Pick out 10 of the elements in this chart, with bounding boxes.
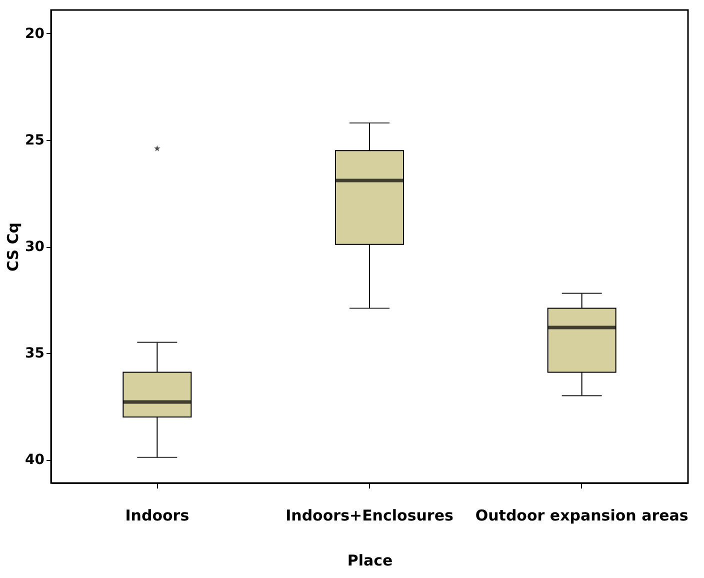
y-axis-title: CS Cq [4, 222, 22, 272]
x-tick-label: Indoors+Enclosures [286, 506, 454, 524]
x-axis-title: Place [347, 552, 393, 570]
y-tick-label: 30 [25, 239, 45, 255]
x-tick-label: Outdoor expansion areas [475, 506, 688, 524]
x-tick-label: Indoors [125, 506, 190, 524]
y-tick-label: 35 [25, 346, 44, 362]
y-tick-label: 40 [25, 452, 45, 468]
y-tick-label: 20 [25, 26, 45, 42]
y-tick-label: 25 [25, 132, 44, 148]
